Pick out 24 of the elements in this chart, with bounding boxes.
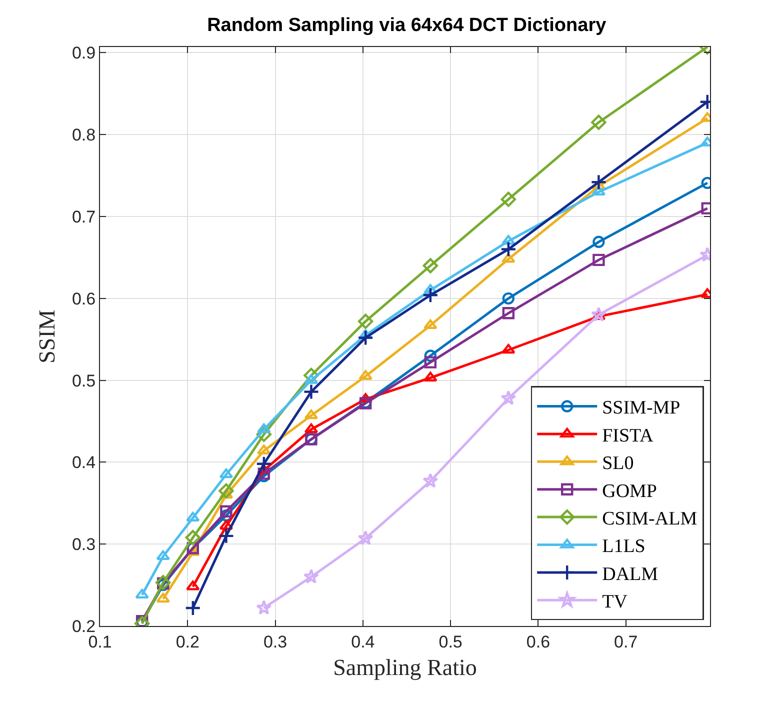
x-axis-title: Sampling Ratio: [333, 655, 477, 680]
y-tick-label: 0.7: [72, 207, 96, 226]
legend-label: GOMP: [602, 480, 658, 502]
legend-label: DALM: [602, 564, 658, 585]
legend-label: SSIM-MP: [602, 398, 680, 419]
legend-label: L1LS: [602, 536, 646, 558]
y-tick-label: 0.4: [72, 453, 96, 472]
x-tick-label: 0.5: [438, 632, 462, 652]
legend-label: TV: [602, 592, 628, 613]
y-tick-label: 0.5: [72, 371, 96, 390]
x-tick-label: 0.2: [176, 632, 200, 652]
legend-label: SL0: [602, 453, 634, 474]
chart-title: Random Sampling via 64x64 DCT Dictionary: [207, 14, 607, 36]
y-tick-label: 0.3: [72, 535, 96, 554]
y-tick-label: 0.6: [72, 289, 96, 308]
y-axis-title: SSIM: [34, 310, 60, 364]
legend-label: FISTA: [602, 425, 654, 446]
x-tick-label: 0.3: [263, 632, 288, 652]
x-tick-label: 0.7: [614, 632, 638, 652]
x-tick-label: 0.4: [351, 632, 375, 652]
x-tick-label: 0.6: [526, 632, 550, 652]
y-tick-label: 0.8: [72, 126, 96, 145]
legend-label: CSIM-ALM: [602, 508, 698, 530]
y-tick-label: 0.9: [72, 44, 96, 63]
